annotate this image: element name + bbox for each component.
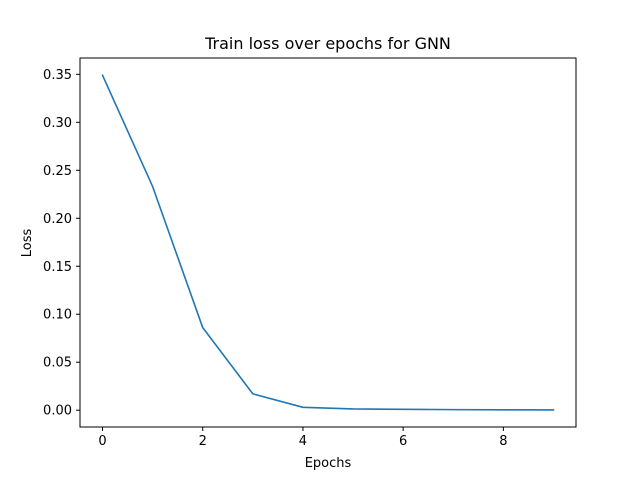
- y-axis-label: Loss: [20, 229, 35, 258]
- x-tick-label: 4: [299, 434, 307, 449]
- y-axis-ticks: 0.00 0.05 0.10 0.15 0.20 0.25 0.30 0.35: [43, 68, 80, 419]
- y-tick-label: 0.30: [43, 116, 72, 131]
- plot-lines: [101, 74, 555, 411]
- y-tick-label: 0.10: [43, 308, 72, 323]
- y-tick-label: 0.15: [43, 260, 72, 275]
- x-tick-label: 2: [199, 434, 207, 449]
- x-tick-label: 6: [399, 434, 407, 449]
- y-tick-label: 0.35: [43, 68, 72, 83]
- y-tick-label: 0.25: [43, 164, 72, 179]
- y-tick-label: 0.20: [43, 212, 72, 227]
- chart-title: Train loss over epochs for GNN: [204, 34, 451, 53]
- y-tick-label: 0.05: [43, 356, 72, 371]
- loss-series-line: [101, 74, 555, 411]
- x-axis-label: Epochs: [305, 456, 352, 471]
- x-axis-ticks: 0 2 4 6 8: [98, 427, 507, 449]
- plot-area-frame: [79, 57, 577, 428]
- y-tick-label: 0.00: [43, 404, 72, 419]
- x-tick-label: 0: [98, 434, 106, 449]
- x-tick-label: 8: [499, 434, 507, 449]
